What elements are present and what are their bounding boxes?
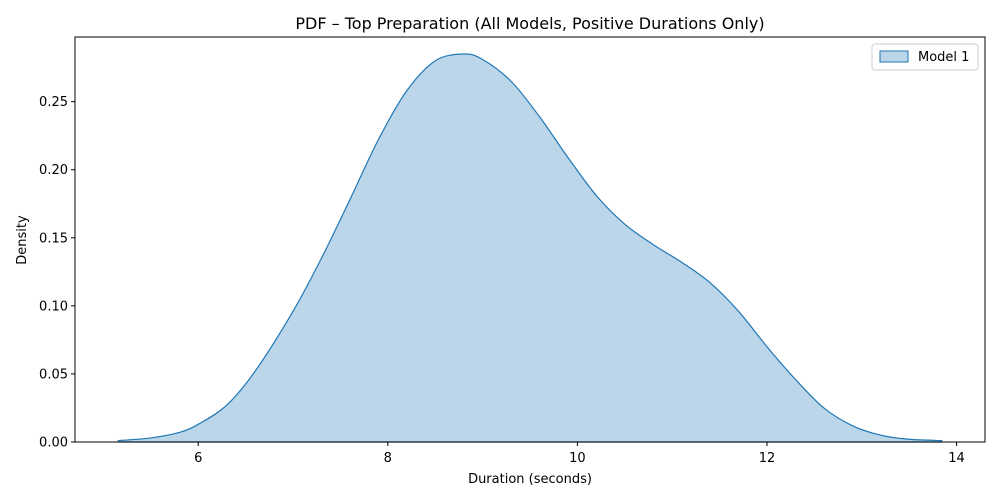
y-tick-label: 0.15 <box>39 231 68 246</box>
axes-frame <box>74 36 986 443</box>
y-axis-label: Density <box>15 215 30 265</box>
legend-swatch <box>879 50 909 63</box>
x-axis-ticks: 6 8 10 12 14 <box>194 442 965 466</box>
x-tick-label: 6 <box>194 451 202 466</box>
y-tick-label: 0.20 <box>39 163 68 178</box>
legend-label-model-1: Model 1 <box>918 50 969 65</box>
y-axis-ticks: 0.00 0.05 0.10 0.15 0.20 0.25 <box>39 95 75 451</box>
y-tick-label: 0.10 <box>39 299 68 314</box>
x-tick-label: 8 <box>384 451 392 466</box>
y-tick-label: 0.00 <box>39 436 68 451</box>
y-tick-label: 0.25 <box>39 95 68 110</box>
density-area-series-1 <box>117 53 943 442</box>
x-tick-label: 14 <box>948 451 965 466</box>
y-tick-label: 0.05 <box>39 367 68 382</box>
x-tick-label: 10 <box>569 451 586 466</box>
density-line-series-1 <box>117 53 943 442</box>
x-tick-label: 12 <box>759 451 776 466</box>
x-axis-label: Duration (seconds) <box>468 472 592 487</box>
legend: Model 1 <box>871 43 979 71</box>
plot-area <box>117 53 943 443</box>
chart-title: PDF – Top Preparation (All Models, Posit… <box>295 14 764 33</box>
